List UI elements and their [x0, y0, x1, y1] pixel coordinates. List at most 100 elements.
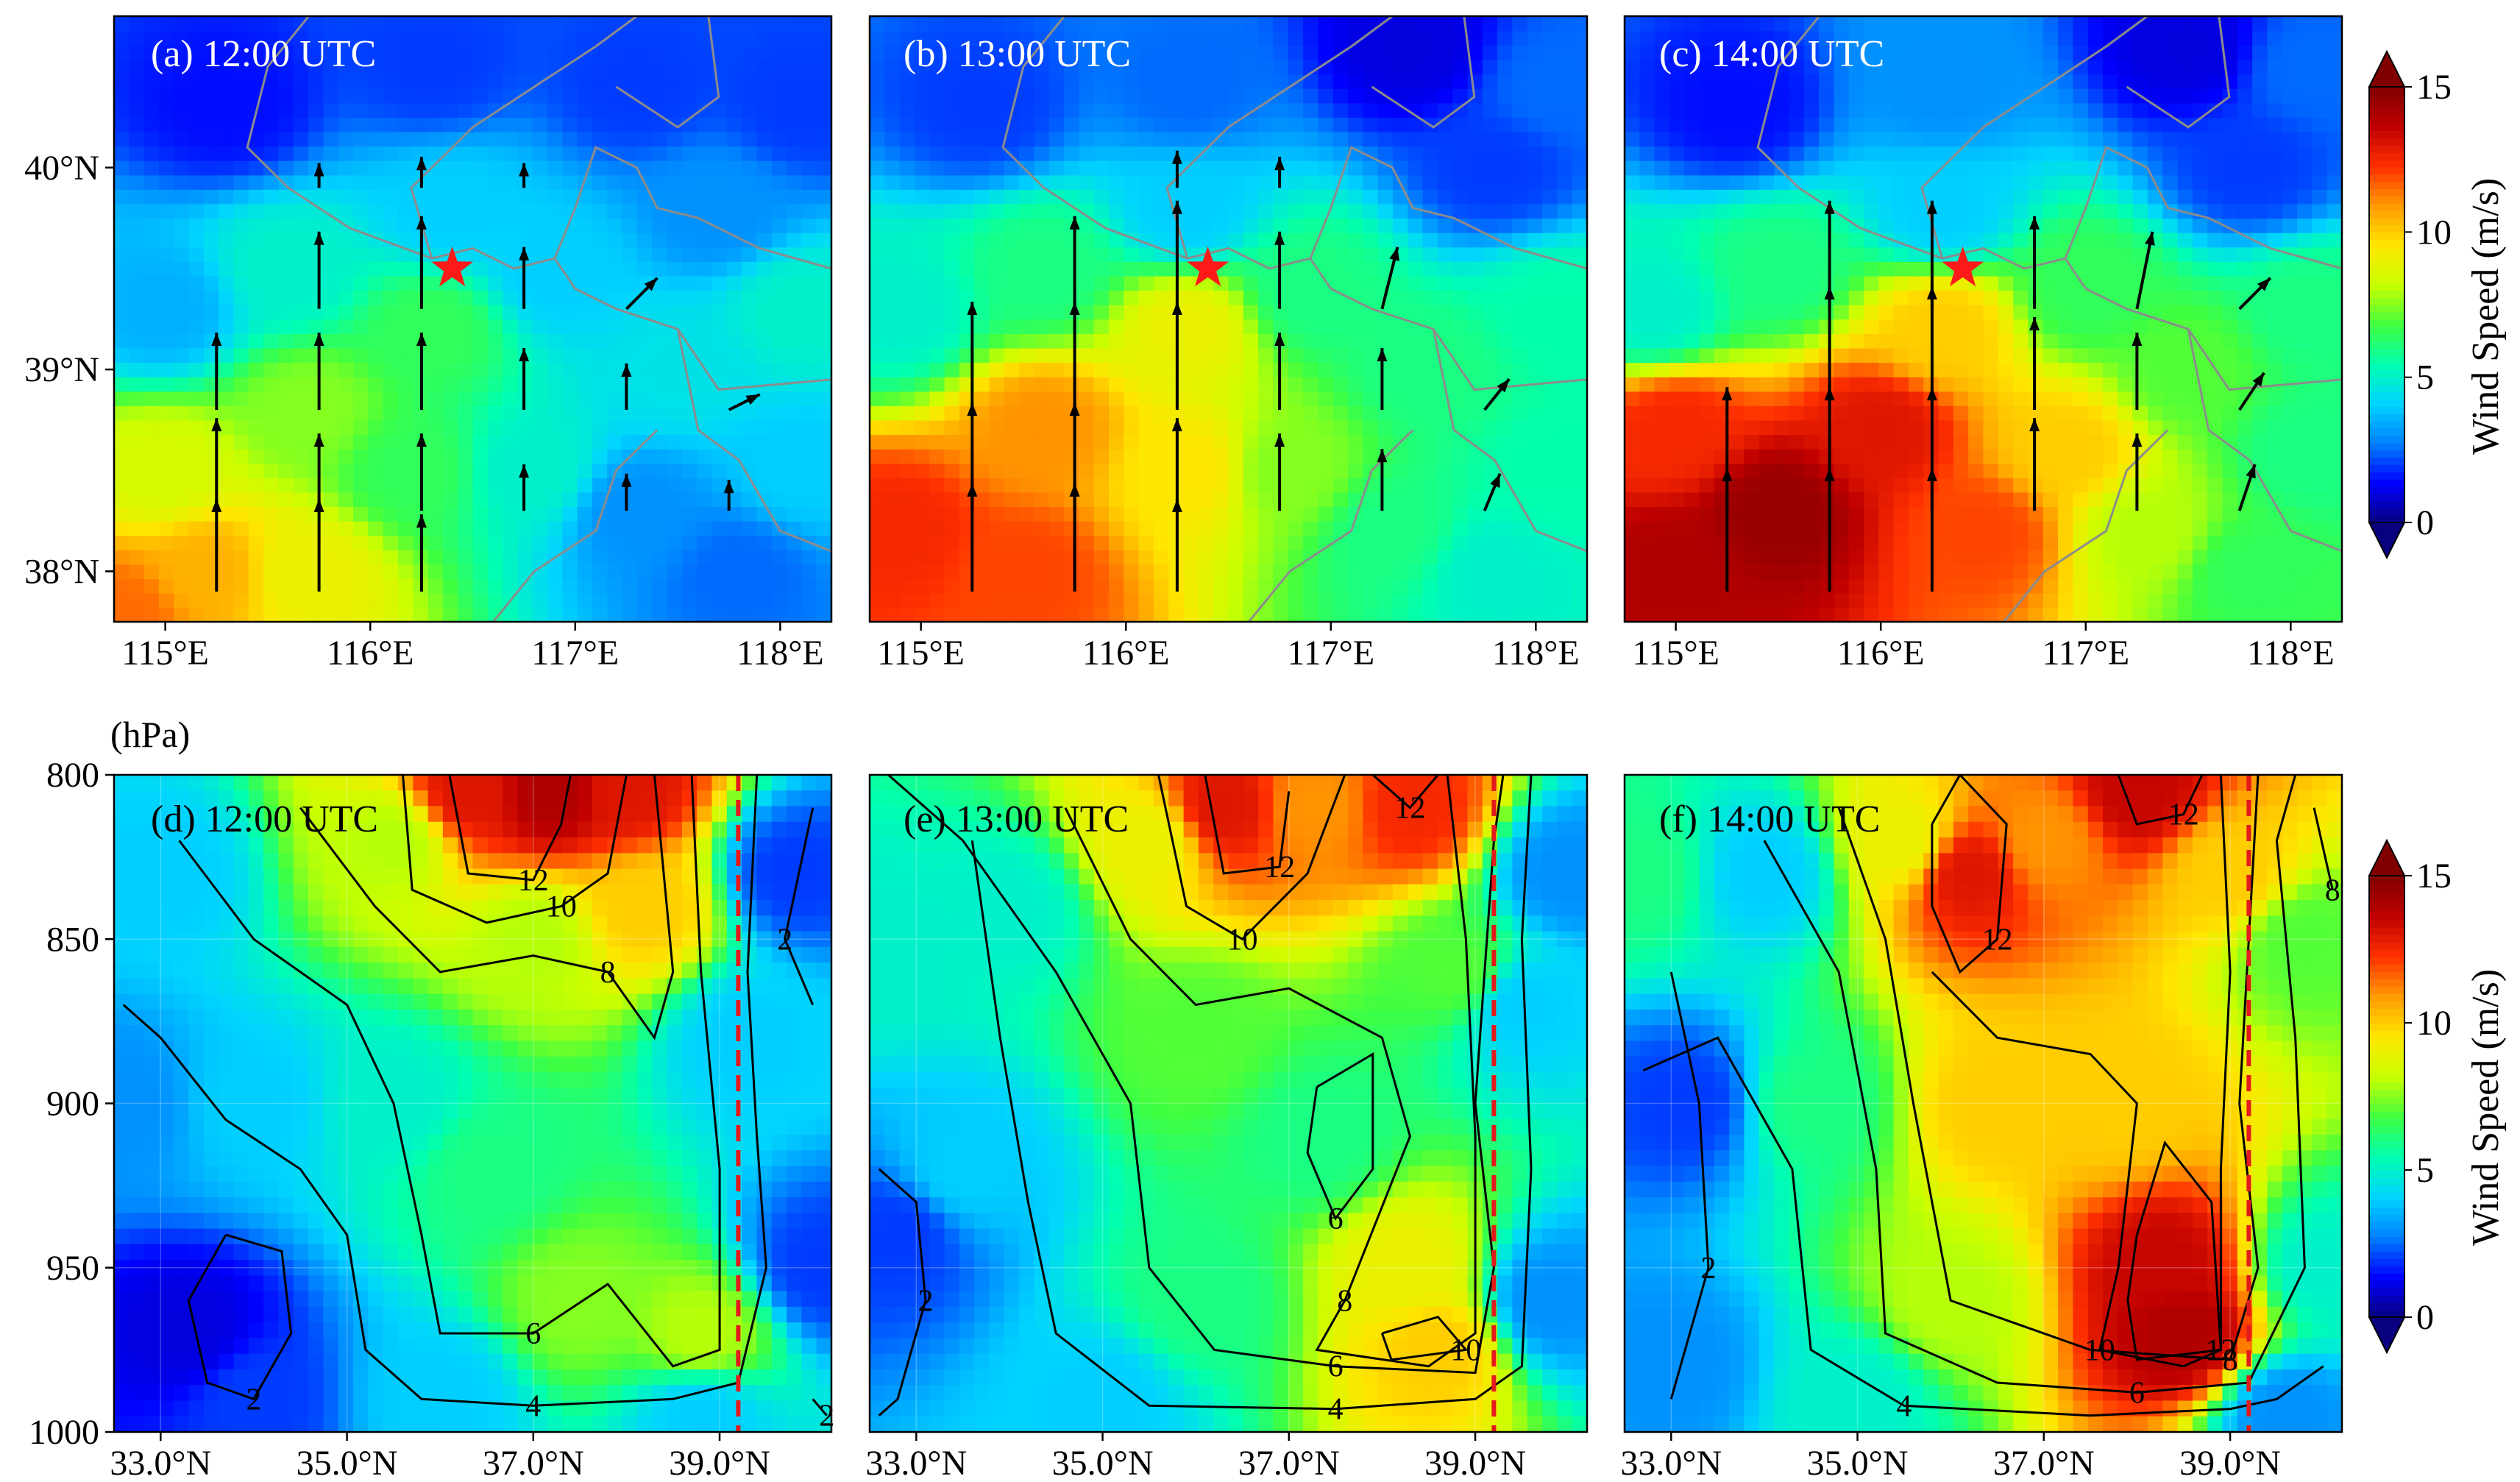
- speed-cell: [1348, 59, 1364, 75]
- speed-cell: [1408, 592, 1424, 609]
- speed-cell: [323, 405, 339, 421]
- speed-cell: [2222, 463, 2238, 478]
- speed-cell: [413, 117, 429, 132]
- speed-cell: [870, 405, 886, 421]
- speed-cell: [1258, 117, 1274, 132]
- speed-cell: [667, 535, 683, 550]
- speed-cell: [219, 174, 235, 190]
- speed-cell: [1377, 174, 1394, 190]
- speed-cell: [368, 261, 384, 277]
- speed-cell: [726, 506, 742, 522]
- speed-cell: [487, 117, 503, 132]
- speed-cell: [397, 592, 414, 609]
- speed-cell: [1198, 405, 1214, 421]
- speed-cell: [1437, 275, 1453, 291]
- speed-cell: [1512, 160, 1528, 176]
- speed-cell: [114, 131, 130, 147]
- speed-cell: [472, 203, 489, 219]
- speed-cell: [1124, 131, 1140, 147]
- speed-cell: [1878, 434, 1895, 450]
- speed-cell: [1998, 564, 2014, 579]
- speed-cell: [1303, 160, 1319, 176]
- speed-cell: [174, 550, 190, 565]
- speed-cell: [233, 247, 249, 262]
- speed-cell: [652, 362, 668, 377]
- speed-cell: [1079, 59, 1095, 75]
- speed-cell: [1064, 592, 1080, 609]
- speed-cell: [1377, 607, 1394, 622]
- speed-cell: [1318, 463, 1334, 478]
- speed-cell: [547, 434, 564, 450]
- speed-cell: [1318, 419, 1334, 436]
- speed-cell: [667, 419, 683, 436]
- speed-cell: [338, 189, 354, 205]
- speed-cell: [726, 592, 742, 609]
- speed-cell: [158, 203, 174, 219]
- speed-cell: [174, 275, 190, 291]
- speed-cell: [1684, 478, 1700, 493]
- speed-cell: [914, 131, 930, 147]
- speed-cell: [1318, 261, 1334, 277]
- wind-vector: [1171, 418, 1182, 511]
- speed-cell: [263, 448, 280, 464]
- speed-cell: [1258, 492, 1274, 507]
- speed-cell: [174, 88, 190, 104]
- speed-cell: [547, 376, 564, 392]
- speed-cell: [1138, 592, 1154, 609]
- speed-cell: [652, 146, 668, 161]
- speed-cell: [1878, 592, 1895, 609]
- speed-cell: [1019, 131, 1035, 147]
- speed-cell: [1124, 506, 1140, 522]
- speed-cell: [129, 45, 145, 60]
- speed-cell: [1467, 362, 1483, 377]
- speed-cell: [517, 102, 533, 118]
- speed-cell: [1183, 448, 1199, 464]
- speed-cell: [697, 492, 713, 507]
- speed-cell: [1684, 448, 1700, 464]
- speed-cell: [697, 333, 713, 349]
- speed-cell: [1004, 419, 1020, 436]
- speed-cell: [517, 319, 533, 334]
- speed-cell: [1124, 463, 1140, 478]
- speed-cell: [532, 448, 548, 464]
- speed-cell: [263, 203, 280, 219]
- speed-cell: [158, 102, 174, 118]
- speed-cell: [1834, 564, 1850, 579]
- speed-cell: [1273, 506, 1289, 522]
- speed-cell: [188, 478, 205, 493]
- speed-cell: [1542, 492, 1558, 507]
- speed-cell: [1079, 290, 1095, 305]
- speed-cell: [944, 304, 960, 320]
- speed-cell: [884, 578, 901, 594]
- speed-cell: [899, 189, 915, 205]
- speed-cell: [870, 45, 886, 60]
- speed-cell: [2222, 607, 2238, 622]
- speed-cell: [1422, 218, 1438, 233]
- speed-cell: [1572, 578, 1587, 594]
- speed-cell: [989, 520, 1005, 536]
- speed-cell: [1348, 434, 1364, 450]
- speed-cell: [636, 578, 653, 594]
- speed-cell: [1064, 30, 1080, 46]
- speed-cell: [1497, 160, 1513, 176]
- speed-cell: [1019, 304, 1035, 320]
- speed-cell: [1744, 448, 1760, 464]
- speed-cell: [1348, 333, 1364, 349]
- speed-cell: [1542, 45, 1558, 60]
- speed-cell: [1213, 59, 1229, 75]
- speed-cell: [787, 319, 803, 334]
- speed-cell: [368, 88, 384, 104]
- speed-cell: [1198, 347, 1214, 364]
- speed-cell: [1303, 16, 1319, 32]
- speed-cell: [1332, 578, 1349, 594]
- speed-cell: [233, 478, 249, 493]
- speed-cell: [1422, 478, 1438, 493]
- speed-cell: [1572, 102, 1587, 118]
- speed-cell: [2162, 607, 2179, 622]
- speed-cell: [1482, 391, 1498, 406]
- speed-cell: [308, 304, 324, 320]
- speed-cell: [383, 520, 399, 536]
- speed-cell: [870, 520, 886, 536]
- speed-cell: [652, 448, 668, 464]
- speed-cell: [129, 376, 145, 392]
